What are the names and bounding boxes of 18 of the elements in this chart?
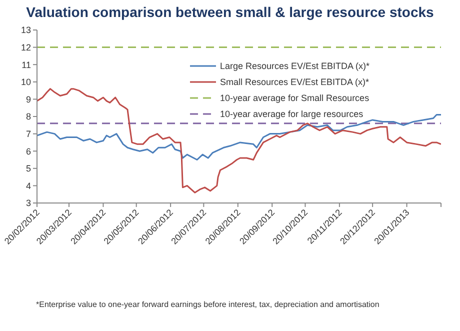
y-tick-label: 12 [20,42,31,52]
y-tick-label: 7 [26,128,31,139]
y-tick-label: 3 [26,198,31,208]
legend-label: 10-year average for Small Resources [220,93,370,103]
y-tick-label: 11 [22,60,31,70]
legend-label: Small Resources EV/Est EBITDA (x)* [220,77,370,87]
y-tick-label: 5 [26,164,31,174]
legend-label: Large Resources EV/Est EBITDA (x)* [220,61,370,71]
y-tick-label: 8 [26,112,31,122]
line-series [37,88,441,194]
chart-title: Valuation comparison between small & large resource stocks [25,4,435,20]
text: *Enterprise value to one-year forward earnings before interest, tax, depreciation and amortisation [36,300,380,309]
y-tick-label: 4 [26,180,31,191]
y-tick-label: 13 [20,25,31,36]
y-tick-label: 9 [26,94,31,104]
y-tick-label: 10 [20,77,31,88]
legend-label: 10-year average for large resources [220,109,364,119]
y-tick-label: 6 [26,146,31,156]
